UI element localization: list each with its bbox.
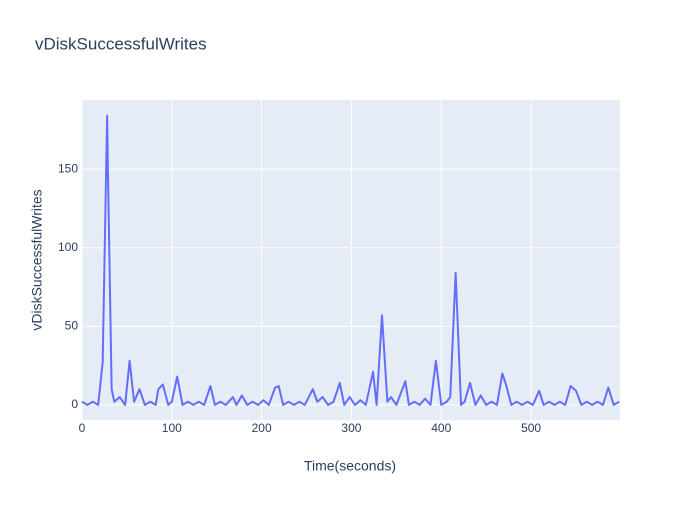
- y-tick-label: 0: [71, 397, 78, 411]
- x-tick-label: 100: [162, 421, 182, 435]
- y-tick-label: 50: [65, 318, 79, 332]
- x-tick-label: 300: [341, 421, 361, 435]
- line-series: [81, 114, 620, 406]
- x-tick-label: 200: [252, 421, 272, 435]
- x-tick-label: 0: [79, 421, 86, 435]
- x-axis-label: Time(seconds): [304, 458, 396, 474]
- y-tick-label: 100: [58, 240, 78, 254]
- y-axis-label: vDiskSuccessfulWrites: [29, 189, 45, 330]
- chart-title: vDiskSuccessfulWrites: [35, 34, 207, 53]
- x-tick-label: 400: [431, 421, 451, 435]
- x-tick-label: 500: [521, 421, 541, 435]
- y-tick-label: 150: [58, 161, 78, 175]
